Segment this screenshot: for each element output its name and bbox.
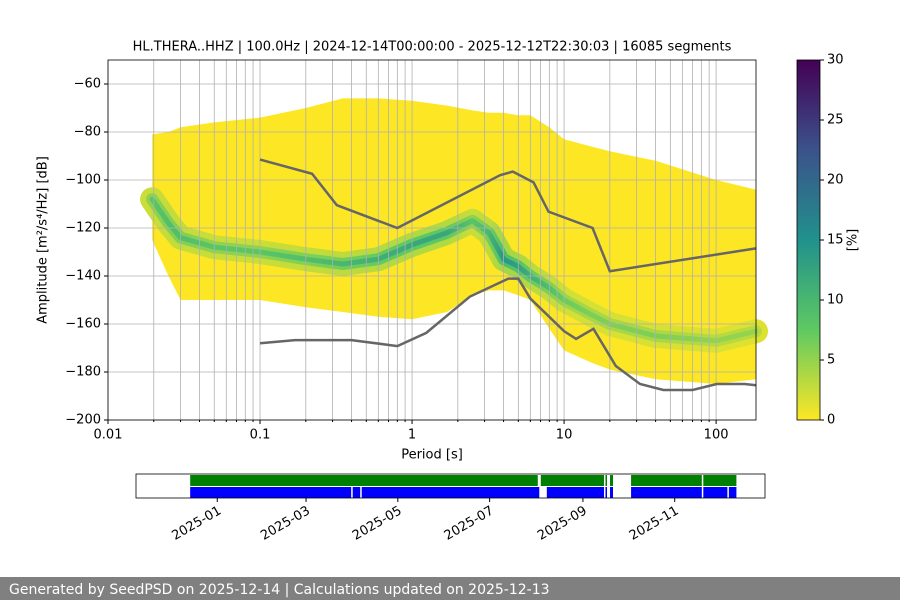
footer-text: Generated by SeedPSD on 2025-12-14 | Cal… (9, 582, 550, 598)
plot-frame (107, 59, 757, 421)
timeline-tick-label: 2025-07 (442, 504, 497, 544)
coverage-segment (728, 487, 737, 498)
noise-model-line (259, 158, 757, 273)
colorbar-tick-label: 15 (827, 233, 844, 248)
y-axis-label: Amplitude [m²/s⁴/Hz] [dB] (36, 156, 51, 324)
timeline-tick-label: 2025-09 (535, 504, 590, 544)
x-axis-label: Period [s] (401, 448, 463, 463)
colorbar-label: [%] (846, 229, 861, 252)
coverage-segment (605, 487, 607, 498)
pdf-mode-band (149, 196, 759, 344)
colorbar-tick-label: 5 (827, 353, 835, 368)
coverage-segment (631, 475, 702, 486)
coverage-segment (703, 487, 728, 498)
x-tick-label: 10 (556, 428, 573, 443)
noise-model-line (259, 277, 757, 392)
x-tick-label: 0.1 (250, 428, 271, 443)
timeline-tick-label: 2025-11 (627, 504, 682, 544)
colorbar-tick-label: 20 (827, 173, 844, 188)
coverage-segment (631, 487, 702, 498)
coverage-segment (703, 475, 737, 486)
coverage-segment (190, 487, 352, 498)
y-tick-label: −60 (74, 77, 101, 92)
colorbar-tick-label: 25 (827, 113, 844, 128)
x-tick-label: 1 (408, 428, 416, 443)
y-tick-label: −180 (65, 365, 101, 380)
y-tick-label: −100 (65, 173, 101, 188)
timeline-tick-label: 2025-03 (258, 504, 313, 544)
chart-title: HL.THERA..HHZ | 100.0Hz | 2024-12-14T00:… (133, 40, 732, 55)
y-tick-label: −140 (65, 269, 101, 284)
colorbar-tick-label: 0 (827, 413, 835, 428)
coverage-segment (546, 487, 604, 498)
x-tick-label: 0.01 (94, 428, 123, 443)
coverage-segment (610, 475, 614, 486)
y-tick-label: −160 (65, 317, 101, 332)
timeline-tick-label: 2025-01 (169, 504, 224, 544)
x-tick-label: 100 (704, 428, 729, 443)
footer-bar (0, 577, 900, 600)
coverage-segment (361, 487, 540, 498)
timeline-tick-label: 2025-05 (350, 504, 405, 544)
y-tick-label: −120 (65, 221, 101, 236)
timeline-frame (135, 473, 766, 499)
y-tick-label: −80 (74, 125, 101, 140)
y-tick-label: −200 (65, 413, 101, 428)
coverage-segment (190, 475, 538, 486)
coverage-segment (352, 487, 361, 498)
colorbar-tick-label: 30 (827, 53, 844, 68)
colorbar (796, 59, 821, 421)
coverage-segment (605, 475, 607, 486)
colorbar-tick-label: 10 (827, 293, 844, 308)
coverage-segment (540, 475, 604, 486)
coverage-segment (610, 487, 614, 498)
